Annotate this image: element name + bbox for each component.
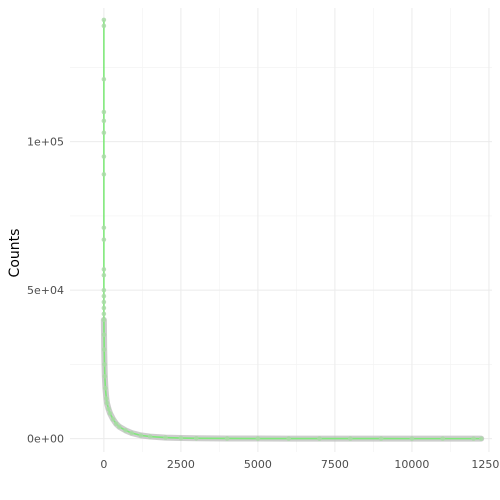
data-point xyxy=(129,430,134,436)
data-point xyxy=(378,436,384,441)
data-point xyxy=(101,287,107,293)
x-tick-label: 10000 xyxy=(394,458,429,471)
data-point xyxy=(286,436,292,441)
grid xyxy=(70,8,492,452)
data-point xyxy=(113,421,119,427)
data-point xyxy=(101,332,107,337)
data-point xyxy=(224,436,230,441)
data-point xyxy=(409,436,415,441)
data-point xyxy=(101,293,107,299)
data-point xyxy=(101,130,107,136)
data-point xyxy=(110,417,116,422)
data-point xyxy=(101,118,107,124)
data-point xyxy=(101,172,107,177)
data-point xyxy=(138,433,144,438)
y-tick-label: 0e+00 xyxy=(27,433,64,446)
data-point xyxy=(317,436,322,441)
data-point xyxy=(101,17,107,23)
data-point xyxy=(104,400,110,406)
series-layer xyxy=(103,19,482,440)
data-point xyxy=(102,373,108,379)
data-point xyxy=(107,411,113,416)
x-tick-label: 5000 xyxy=(244,458,272,471)
data-point xyxy=(101,23,107,29)
x-tick-label: 0 xyxy=(100,458,107,471)
x-tick-label: 7500 xyxy=(321,458,349,471)
data-point xyxy=(193,435,199,441)
data-point xyxy=(101,305,107,311)
data-point xyxy=(123,428,128,433)
data-point xyxy=(101,272,107,278)
data-point xyxy=(101,237,107,242)
data-point xyxy=(471,436,476,441)
confidence-band-path xyxy=(100,316,485,442)
data-point xyxy=(106,406,111,412)
data-point xyxy=(101,299,107,305)
data-point xyxy=(101,154,107,159)
data-point xyxy=(163,435,168,440)
y-tick-label: 5e+04 xyxy=(27,284,64,297)
data-point xyxy=(101,317,107,323)
y-tick-label: 1e+05 xyxy=(27,136,64,149)
data-point xyxy=(101,347,107,352)
data-point xyxy=(348,436,353,441)
data-point xyxy=(440,436,446,441)
y-axis-title: Counts xyxy=(7,229,23,278)
data-point xyxy=(103,385,108,391)
y-axis: 0e+00 5e+04 1e+05 xyxy=(27,136,64,446)
data-point xyxy=(101,109,107,115)
data-point xyxy=(116,424,122,430)
data-point xyxy=(102,362,107,367)
data-point xyxy=(478,436,484,441)
data-point xyxy=(101,267,107,272)
data-point xyxy=(255,436,261,441)
data-point xyxy=(101,225,107,231)
data-point xyxy=(101,76,107,82)
data-point xyxy=(101,311,107,317)
points-layer xyxy=(101,17,484,441)
confidence-band xyxy=(100,316,485,442)
data-point xyxy=(178,435,184,441)
series-line xyxy=(103,319,482,440)
data-point xyxy=(147,434,153,439)
data-point xyxy=(104,396,109,401)
x-tick-label: 2500 xyxy=(167,458,195,471)
